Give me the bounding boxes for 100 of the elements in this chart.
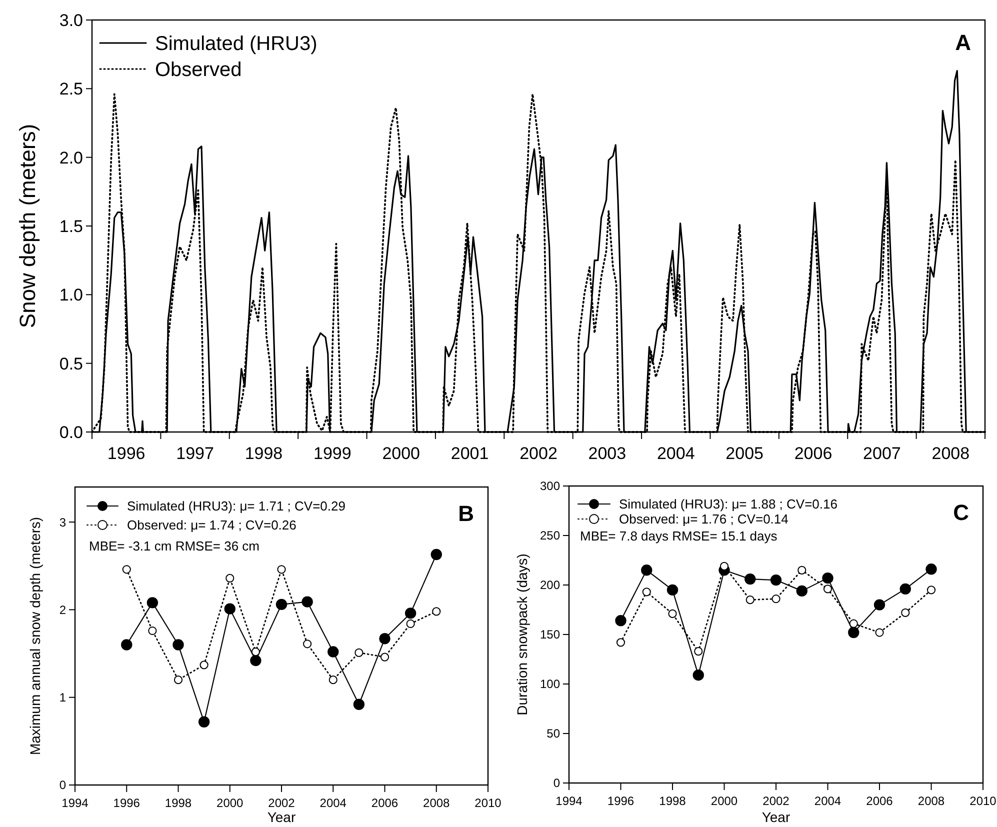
point xyxy=(432,607,441,616)
x-tick-label: 1994 xyxy=(62,796,89,810)
x-tick-label: 2006 xyxy=(371,796,398,810)
point xyxy=(900,583,911,595)
point xyxy=(277,565,286,574)
y-tick-label: 200 xyxy=(540,578,560,592)
annotation: MBE= -3.1 cm RMSE= 36 cm xyxy=(89,538,260,554)
point xyxy=(198,716,210,728)
y-tick-label: 50 xyxy=(546,726,560,741)
point xyxy=(406,619,415,628)
point xyxy=(668,609,677,618)
point xyxy=(404,608,416,619)
point xyxy=(746,596,754,604)
y-tick-label: 0 xyxy=(553,776,560,790)
x-tick-label: 2002 xyxy=(520,444,558,463)
point xyxy=(692,669,704,681)
point xyxy=(430,548,442,560)
x-tick-label: 2008 xyxy=(918,794,945,808)
x-tick-label: 2010 xyxy=(474,796,502,810)
x-tick-label: 1996 xyxy=(107,444,146,463)
annotation: MBE= 7.8 days RMSE= 15.1 days xyxy=(580,528,778,544)
x-tick-label: 2001 xyxy=(450,444,489,463)
point xyxy=(875,628,884,637)
x-tick-label: 2005 xyxy=(726,444,764,463)
y-tick-label: 1 xyxy=(59,690,66,705)
legend-label: Simulated (HRU3): μ= 1.88 ; CV=0.16 xyxy=(619,496,838,512)
point xyxy=(848,626,860,638)
x-tick-label: 1994 xyxy=(556,794,583,808)
point xyxy=(380,652,390,662)
point xyxy=(772,594,780,604)
point xyxy=(744,573,756,585)
legend-label: Simulated (HRU3) xyxy=(155,33,318,55)
x-tick-label: 1997 xyxy=(176,444,214,463)
x-tick-label: 2000 xyxy=(216,796,244,810)
y-tick-label: 250 xyxy=(540,528,560,543)
point xyxy=(224,603,236,614)
point xyxy=(122,565,131,574)
point xyxy=(926,586,936,594)
point xyxy=(328,646,339,658)
point xyxy=(250,654,262,666)
point xyxy=(694,647,703,656)
y-tick-label: 150 xyxy=(540,628,560,642)
point xyxy=(200,660,208,670)
x-axis-title: Year xyxy=(762,809,790,825)
x-tick-label: 2000 xyxy=(710,794,738,808)
x-tick-label: 2002 xyxy=(268,796,296,810)
y-tick-label: 0.5 xyxy=(59,354,83,374)
y-tick-label: 3 xyxy=(59,515,66,530)
point xyxy=(251,647,260,656)
y-tick-label: 2.5 xyxy=(59,80,83,99)
point xyxy=(901,608,910,618)
x-tick-label: 1996 xyxy=(607,794,634,808)
x-tick-label: 2004 xyxy=(320,796,347,810)
y-tick-label: 0 xyxy=(59,778,66,792)
point xyxy=(174,676,183,684)
point xyxy=(121,639,132,650)
point xyxy=(226,574,234,582)
x-tick-label: 2002 xyxy=(762,794,790,808)
x-tick-label: 2004 xyxy=(814,794,842,808)
y-tick-label: 0.0 xyxy=(59,422,83,442)
x-tick-label: 1998 xyxy=(244,444,283,463)
y-tick-label: 1.0 xyxy=(59,286,83,305)
y-tick-label: 3.0 xyxy=(59,10,83,30)
y-tick-label: 2 xyxy=(59,602,66,617)
y-tick-label: 300 xyxy=(540,479,560,494)
point xyxy=(796,585,808,597)
legend-label: Simulated (HRU3): μ= 1.71 ; CV=0.29 xyxy=(127,498,346,514)
x-tick-label: 2010 xyxy=(970,794,997,808)
point xyxy=(823,584,832,594)
y-axis-title: Maximum annual snow depth (meters) xyxy=(27,516,43,756)
point xyxy=(328,676,338,684)
point xyxy=(354,648,364,657)
point xyxy=(379,633,390,644)
text: A xyxy=(955,30,972,55)
x-tick-label: 1996 xyxy=(113,796,140,810)
point xyxy=(146,597,158,608)
x-tick-label: 2003 xyxy=(588,444,626,463)
x-tick-label: 2000 xyxy=(382,444,420,463)
point xyxy=(302,596,313,608)
x-tick-label: 2007 xyxy=(863,444,901,463)
x-tick-label: 2006 xyxy=(794,444,832,463)
point xyxy=(926,564,937,575)
x-tick-label: 1998 xyxy=(164,796,192,810)
text: C xyxy=(953,500,970,525)
point xyxy=(642,588,651,596)
point xyxy=(849,619,858,628)
x-tick-label: 2006 xyxy=(866,794,894,808)
legend-label: Observed xyxy=(155,59,242,81)
y-axis-title: Snow depth (meters) xyxy=(15,124,40,328)
y-tick-label: 2.0 xyxy=(59,148,83,168)
y-axis-title: Duration snowpack (days) xyxy=(514,554,530,716)
point xyxy=(641,564,652,576)
y-tick-label: 1.5 xyxy=(59,216,83,236)
point xyxy=(276,598,288,610)
point xyxy=(822,572,834,584)
x-tick-label: 2008 xyxy=(423,796,450,810)
point xyxy=(666,584,678,596)
point xyxy=(172,639,184,650)
point xyxy=(353,698,365,710)
x-axis-title: Year xyxy=(267,809,296,825)
